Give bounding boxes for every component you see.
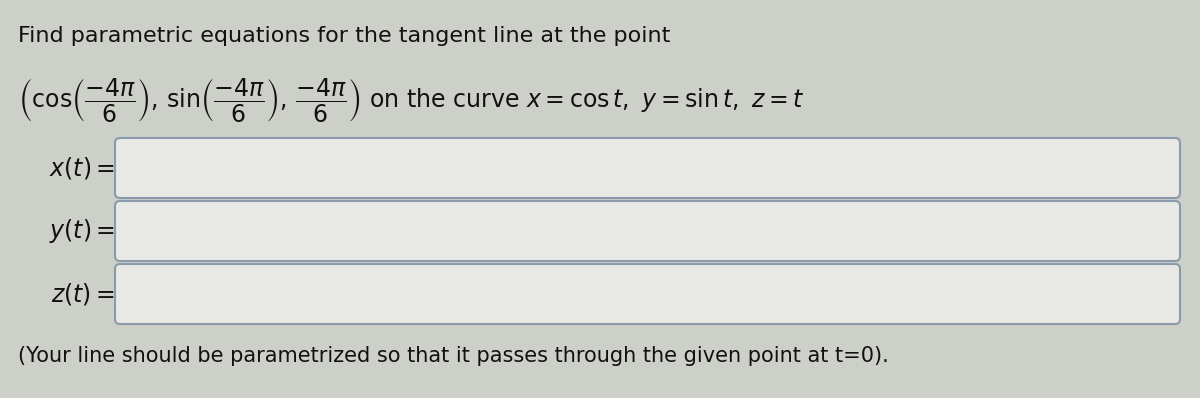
Text: Find parametric equations for the tangent line at the point: Find parametric equations for the tangen… (18, 26, 671, 46)
FancyBboxPatch shape (115, 138, 1180, 198)
Text: (Your line should be parametrized so that it passes through the given point at t: (Your line should be parametrized so tha… (18, 346, 889, 366)
Text: $x(t) =$: $x(t) =$ (49, 155, 115, 181)
Text: $z(t)=$: $z(t)=$ (50, 281, 115, 307)
FancyBboxPatch shape (115, 201, 1180, 261)
Text: $y(t)=$: $y(t)=$ (49, 217, 115, 245)
Text: $\left(\cos\!\left(\dfrac{-4\pi}{6}\right),\,\sin\!\left(\dfrac{-4\pi}{6}\right): $\left(\cos\!\left(\dfrac{-4\pi}{6}\righ… (18, 76, 805, 124)
FancyBboxPatch shape (115, 264, 1180, 324)
